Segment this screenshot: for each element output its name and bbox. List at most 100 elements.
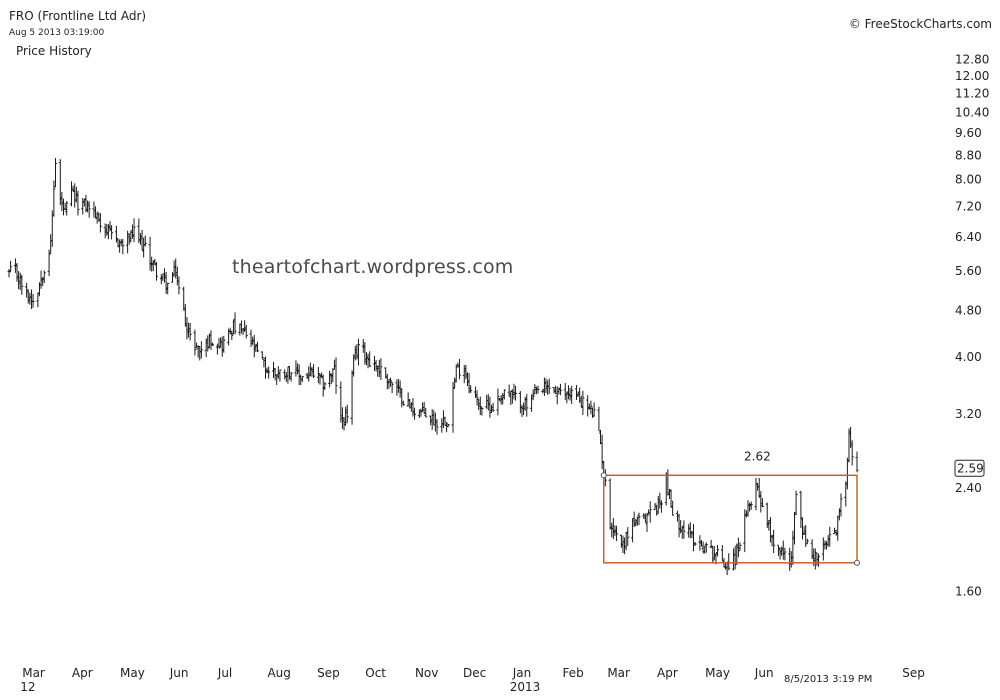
ohlc-bar [531,389,535,401]
ohlc-bar [579,395,583,408]
ohlc-bar [154,262,158,281]
ohlc-bar [462,365,466,384]
ohlc-bar [736,537,740,558]
ohlc-bar [74,186,78,203]
ohlc-bar [744,510,748,518]
y-tick-label: 10.40 [955,106,989,120]
ohlc-bar [47,249,51,277]
ohlc-bar [121,238,125,255]
ohlc-bar [821,537,825,561]
ohlc-bar [518,391,522,414]
ohlc-bar [222,335,226,353]
ohlc-bar [658,492,662,509]
ohlc-bar [52,180,56,217]
ohlc-bar [62,198,66,216]
ohlc-bar [25,282,29,298]
ohlc-bar [765,502,769,529]
ohlc-bar [456,362,460,367]
ohlc-bar [475,390,479,406]
ohlc-bar [166,282,170,295]
ohlc-bar [411,398,415,417]
ohlc-bar [645,512,649,532]
ohlc-bar [356,338,360,366]
ohlc-bar [570,385,574,404]
ohlc-bar [704,542,708,553]
y-tick-label: 12.80 [955,53,989,67]
ohlc-bar [693,541,697,546]
ohlc-bar [185,317,189,340]
source-credit[interactable]: © FreeStockCharts.com [848,17,992,31]
ohlc-bar [126,230,130,254]
ohlc-bar [288,366,292,380]
ohlc-bar [711,545,715,564]
ohlc-bar [252,334,256,358]
ohlc-bar [344,406,348,426]
ohlc-bar [789,551,793,568]
ohlc-bar [233,312,237,335]
ohlc-bar [701,541,705,553]
ohlc-bar [177,276,181,295]
ohlc-bar [284,372,288,382]
ohlc-bar [278,369,282,382]
ohlc-bar [451,381,455,433]
ohlc-bar [491,402,495,412]
ohlc-bar [58,159,62,206]
ohlc-bar [510,389,514,404]
ohlc-bar [514,385,518,401]
y-tick-label: 2.40 [955,481,982,495]
ohlc-bar [140,229,144,251]
ohlc-bar [498,397,502,401]
ohlc-bar [419,408,423,417]
y-tick-label: 4.00 [955,350,982,364]
ohlc-bar [283,369,287,380]
ohlc-bar [20,274,24,295]
y-tick-label: 8.00 [955,173,982,187]
ohlc-bar [92,201,96,218]
ohlc-bar [294,360,298,377]
ohlc-bar [312,364,316,379]
ohlc-bar [31,293,35,308]
ohlc-bar [496,388,500,416]
ohlc-bar [350,370,354,425]
ohlc-bar [255,341,259,353]
ohlc-bar [286,366,290,384]
y-tick-label: 8.80 [955,148,982,162]
ohlc-bar [254,343,258,353]
ohlc-bar [623,537,627,555]
ohlc-bar [677,513,681,538]
x-tick-label: Jun [754,666,774,680]
ohlc-bar [836,515,840,541]
ohlc-bar [597,406,601,432]
y-tick-label: 9.60 [955,126,982,140]
x-tick-label: Nov [415,666,438,680]
range-handle[interactable] [854,559,860,566]
x-tick-label: Dec [463,666,486,680]
ohlc-bar [249,329,253,348]
ohlc-bar [206,335,210,352]
ohlc-bar [231,319,235,335]
ohlc-bar [825,541,829,550]
ohlc-bar [307,366,311,382]
ohlc-bar [193,329,197,356]
ohlc-bar [770,534,774,547]
ohlc-bar [81,197,85,215]
ohlc-bar [103,223,107,239]
ohlc-bar [42,270,46,284]
ohlc-bar [467,373,471,394]
range-handle[interactable] [600,472,607,479]
ohlc-bar [435,419,439,435]
ohlc-bar [151,260,155,272]
ohlc-bar [49,234,53,254]
range-rectangle[interactable] [602,474,858,564]
ohlc-bar [844,481,848,507]
ohlc-bar [345,404,349,424]
ohlc-bar [310,367,314,377]
ohlc-bar [409,402,413,412]
ohlc-bar [760,498,764,508]
last-price-tag [954,459,985,477]
ohlc-bar [733,545,737,570]
ohlc-bar [199,341,203,359]
ohlc-bar [440,418,444,433]
ohlc-bar [608,478,612,530]
